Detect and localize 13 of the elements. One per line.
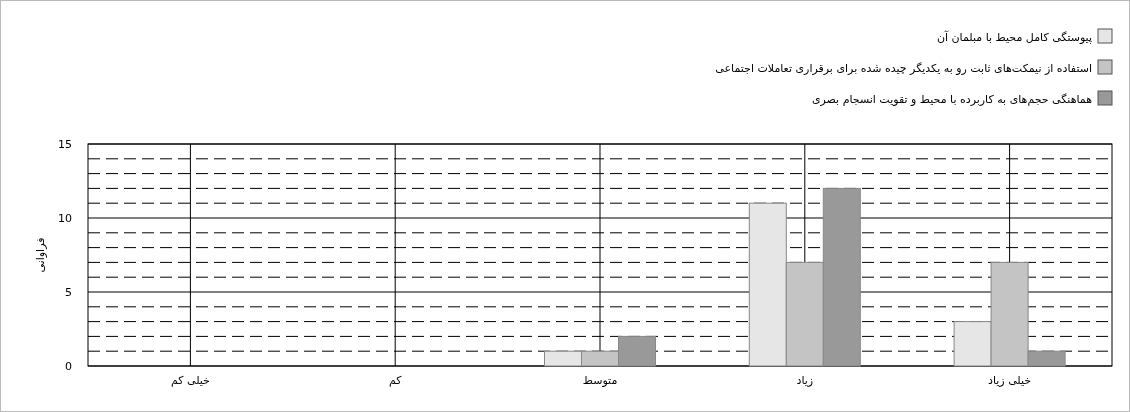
x-tick-label: خیلی کم [170, 374, 210, 387]
x-tick-label: خیلی زیاد [988, 374, 1032, 387]
y-tick-label: 0 [65, 360, 72, 373]
y-tick-label: 5 [65, 286, 72, 299]
x-tick-label: متوسط [582, 374, 618, 387]
x-tick-label: زیاد [796, 374, 814, 387]
x-tick-label: کم [388, 374, 403, 387]
y-tick-label: 10 [58, 212, 72, 225]
legend-label: هماهنگی حجم‌های به کاربرده با محیط و تقویت انسجام بصری [811, 93, 1093, 106]
y-axis-title: فراوانی [34, 237, 47, 273]
legend-label: استفاده از نیمکت‌های ثابت رو به یکدیگر چیده شده برای برقراری تعاملات اجتماعی [715, 62, 1092, 75]
y-tick-label: 15 [58, 138, 72, 151]
legend-label: پیوستگی کامل محیط با مبلمان آن [936, 30, 1092, 44]
